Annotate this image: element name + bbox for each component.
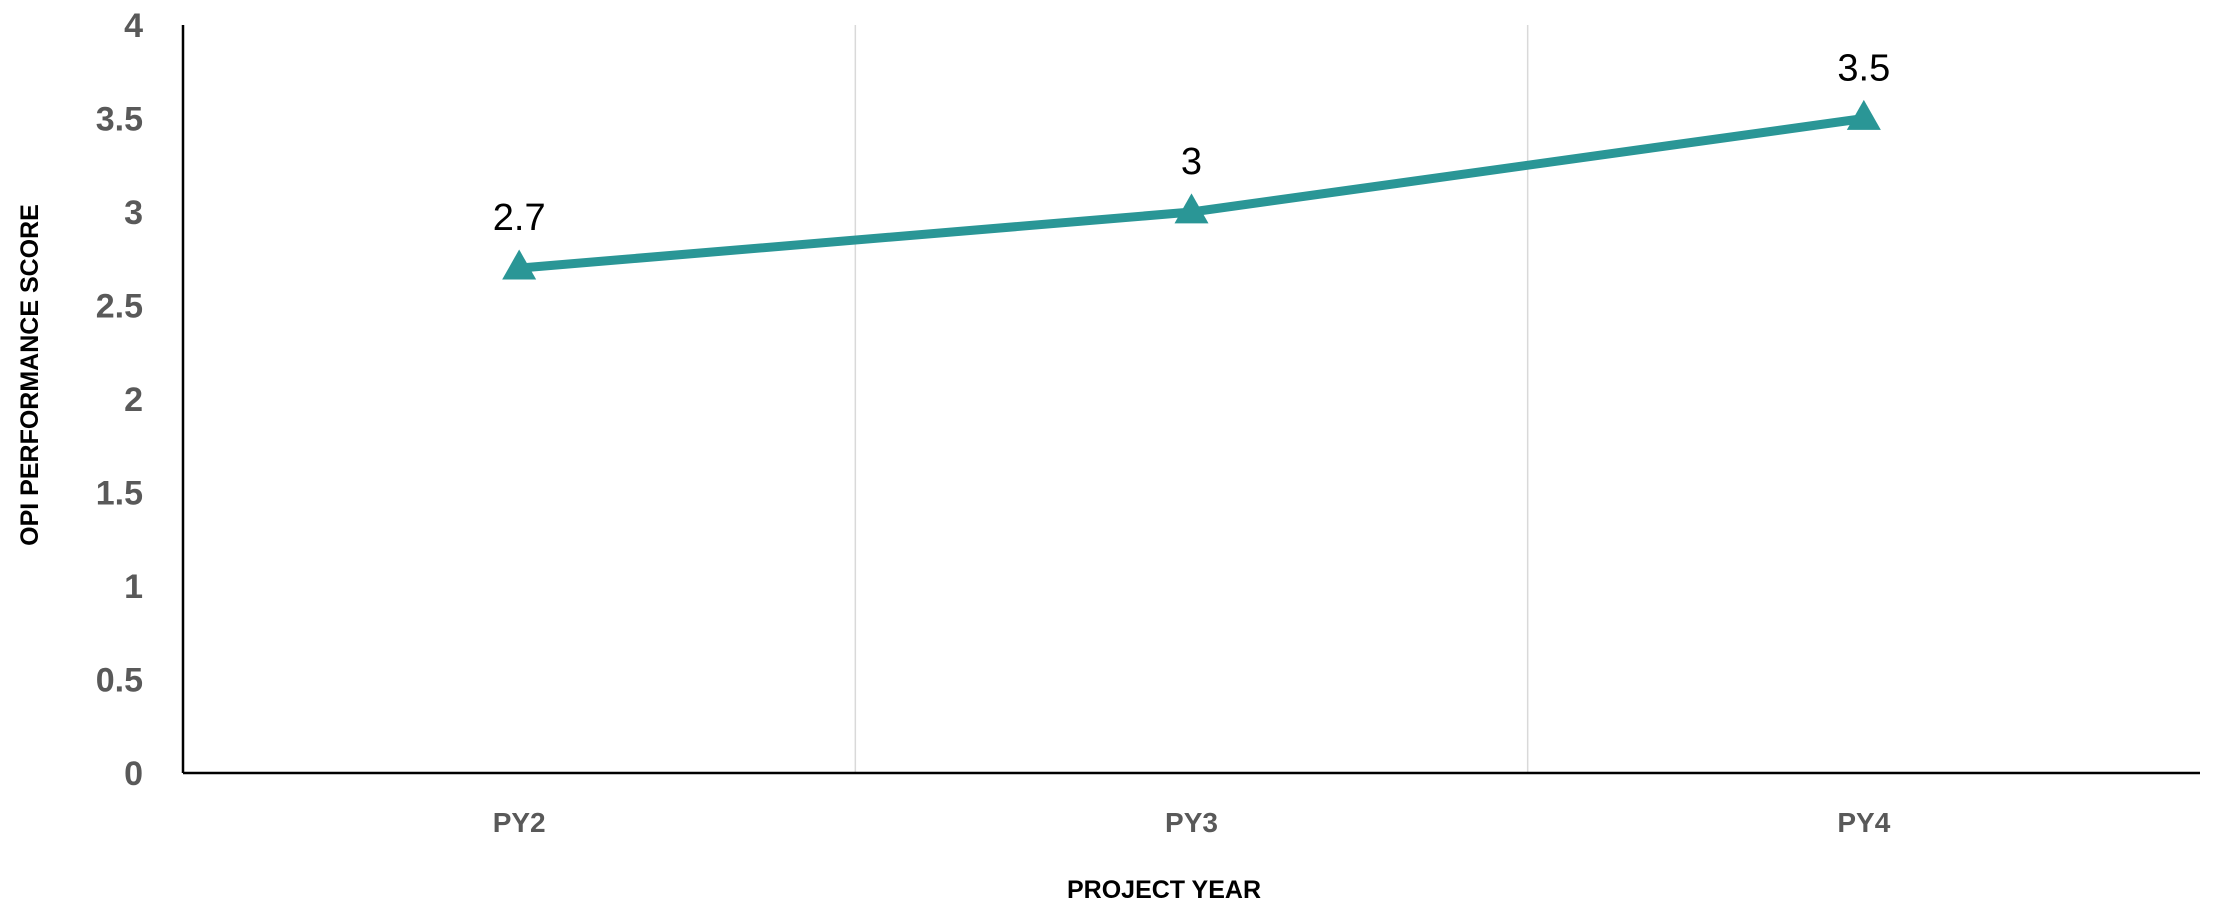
y-axis-title: OPI PERFORMANCE SCORE xyxy=(16,204,44,546)
y-tick-label: 0 xyxy=(124,755,143,793)
y-tick-label: 3.5 xyxy=(96,101,143,139)
x-tick-label: PY2 xyxy=(493,807,546,838)
axes xyxy=(181,25,2200,775)
x-tick-labels: PY2 PY3 PY4 xyxy=(493,807,1891,838)
y-tick-label: 4 xyxy=(124,7,143,45)
data-point-marker xyxy=(1174,193,1209,224)
x-axis-title: PROJECT YEAR xyxy=(1067,876,1261,900)
grid-lines xyxy=(854,25,1529,773)
x-tick-label: PY4 xyxy=(1837,807,1890,838)
y-tick-label: 0.5 xyxy=(96,662,143,700)
data-label: 2.7 xyxy=(493,197,546,239)
x-tick-label: PY3 xyxy=(1165,807,1218,838)
y-tick-label: 1.5 xyxy=(96,475,143,513)
data-point-marker xyxy=(1846,99,1881,130)
y-tick-label: 3 xyxy=(124,194,143,232)
data-label: 3.5 xyxy=(1837,48,1890,90)
data-point-marker xyxy=(502,249,537,280)
data-labels: 2.7 3 3.5 xyxy=(493,48,1890,240)
data-label: 3 xyxy=(1181,141,1202,183)
y-tick-labels: 0 0.5 1 1.5 2 2.5 3 3.5 4 xyxy=(96,7,143,793)
y-tick-label: 2 xyxy=(124,381,143,419)
series xyxy=(502,99,1881,280)
y-tick-label: 2.5 xyxy=(96,288,143,326)
y-tick-label: 1 xyxy=(124,568,143,606)
